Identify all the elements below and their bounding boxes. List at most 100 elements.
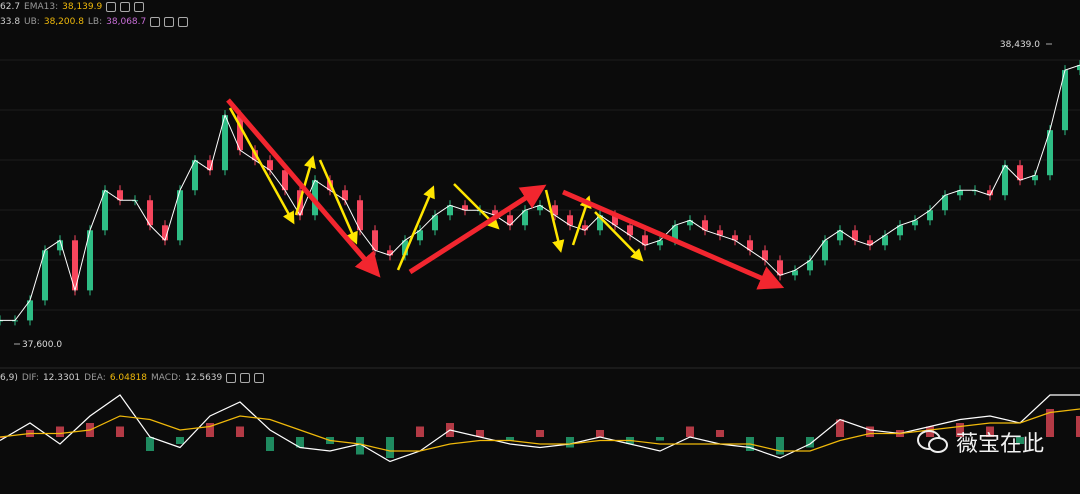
dea-label: DEA: [84, 373, 106, 383]
candle [222, 115, 228, 171]
macd-bar [506, 437, 514, 441]
candle [642, 235, 648, 246]
macd-bar [356, 437, 364, 455]
candle [732, 235, 738, 241]
macd-bar [866, 426, 874, 437]
candle [87, 230, 93, 291]
candle [357, 200, 363, 231]
macd-bar [716, 430, 724, 437]
indicator-row: 33.8 UB: 38,200.8 LB: 38,068.7 [0, 17, 189, 27]
candle [507, 215, 513, 226]
candle [927, 210, 933, 221]
candle [762, 250, 768, 261]
macd-bar [776, 437, 784, 455]
macd-bar [1046, 409, 1054, 437]
candle [567, 215, 573, 226]
macd-bar [416, 426, 424, 437]
settings-icon[interactable] [120, 2, 131, 12]
ema-value: 38,139.9 [62, 2, 103, 12]
candle [1032, 175, 1038, 181]
candle [627, 225, 633, 236]
watermark-text: 薇宝在此 [955, 432, 1044, 457]
candle [852, 230, 858, 241]
candle [687, 220, 693, 226]
price-label: 38,439.0 [1000, 40, 1040, 50]
candle [657, 240, 663, 246]
candle [492, 210, 498, 216]
macd-legend: 6,9) DIF: 12.3301 DEA: 6.04818 MACD: 12.… [0, 373, 265, 383]
macd-bar [1076, 416, 1080, 437]
candle [117, 190, 123, 201]
macd-label: MACD: [151, 373, 182, 383]
candle [447, 205, 453, 216]
lb-value: 38,068.7 [106, 17, 147, 27]
candle [162, 225, 168, 241]
macd-bar [56, 426, 64, 437]
candle [942, 195, 948, 211]
candle [837, 230, 843, 241]
macd-bar [266, 437, 274, 451]
watermark: 薇宝在此 [916, 426, 1044, 458]
price-label: 37,600.0 [22, 340, 62, 350]
candle [57, 240, 63, 251]
candle [462, 205, 468, 211]
wechat-icon [916, 430, 948, 453]
eye-icon[interactable] [226, 373, 237, 383]
macd-bar [116, 426, 124, 437]
macd-bar [536, 430, 544, 437]
close-icon[interactable] [254, 373, 265, 383]
dea-value: 6.04818 [109, 373, 148, 383]
macd-bar [1016, 437, 1024, 444]
candle [822, 240, 828, 261]
macd-bar [386, 437, 394, 458]
annotation-arrows [226, 98, 785, 290]
candle [372, 230, 378, 251]
candle [807, 260, 813, 271]
ub-value: 38,200.8 [43, 17, 84, 27]
macd-bar [566, 437, 574, 448]
macd-bar [0, 437, 4, 438]
dif-value: 12.3301 [42, 373, 81, 383]
grid [0, 59, 1080, 311]
candle [612, 215, 618, 226]
ub-label: UB: [24, 17, 40, 27]
macd-bar [476, 430, 484, 437]
candle [702, 220, 708, 231]
candle [42, 250, 48, 301]
macd-bar [806, 437, 814, 448]
settings-icon[interactable] [240, 373, 251, 383]
settings-icon[interactable] [164, 17, 175, 27]
prefix: 6,9) [0, 373, 18, 383]
ema-label: EMA13: [24, 2, 59, 12]
candle [1062, 70, 1068, 131]
close-icon[interactable] [134, 2, 145, 12]
macd-bar [656, 437, 664, 441]
close-icon[interactable] [178, 17, 189, 27]
candle [402, 240, 408, 256]
candle [387, 250, 393, 256]
candle [957, 190, 963, 196]
candle [237, 115, 243, 151]
close-line [0, 64, 1080, 321]
candle [207, 160, 213, 171]
candle [522, 210, 528, 226]
candle [102, 190, 108, 231]
candle [432, 215, 438, 231]
candle [552, 205, 558, 216]
candle [582, 225, 588, 231]
candle [267, 160, 273, 171]
candle [177, 190, 183, 241]
candle [987, 190, 993, 196]
eye-icon[interactable] [150, 17, 161, 27]
eye-icon[interactable] [106, 2, 117, 12]
candle [897, 225, 903, 236]
candle [342, 190, 348, 201]
candle [1017, 165, 1023, 181]
dea-line [0, 408, 1080, 452]
macd-bar [596, 430, 604, 437]
candle [72, 240, 78, 291]
candle [912, 220, 918, 226]
candle [672, 225, 678, 241]
